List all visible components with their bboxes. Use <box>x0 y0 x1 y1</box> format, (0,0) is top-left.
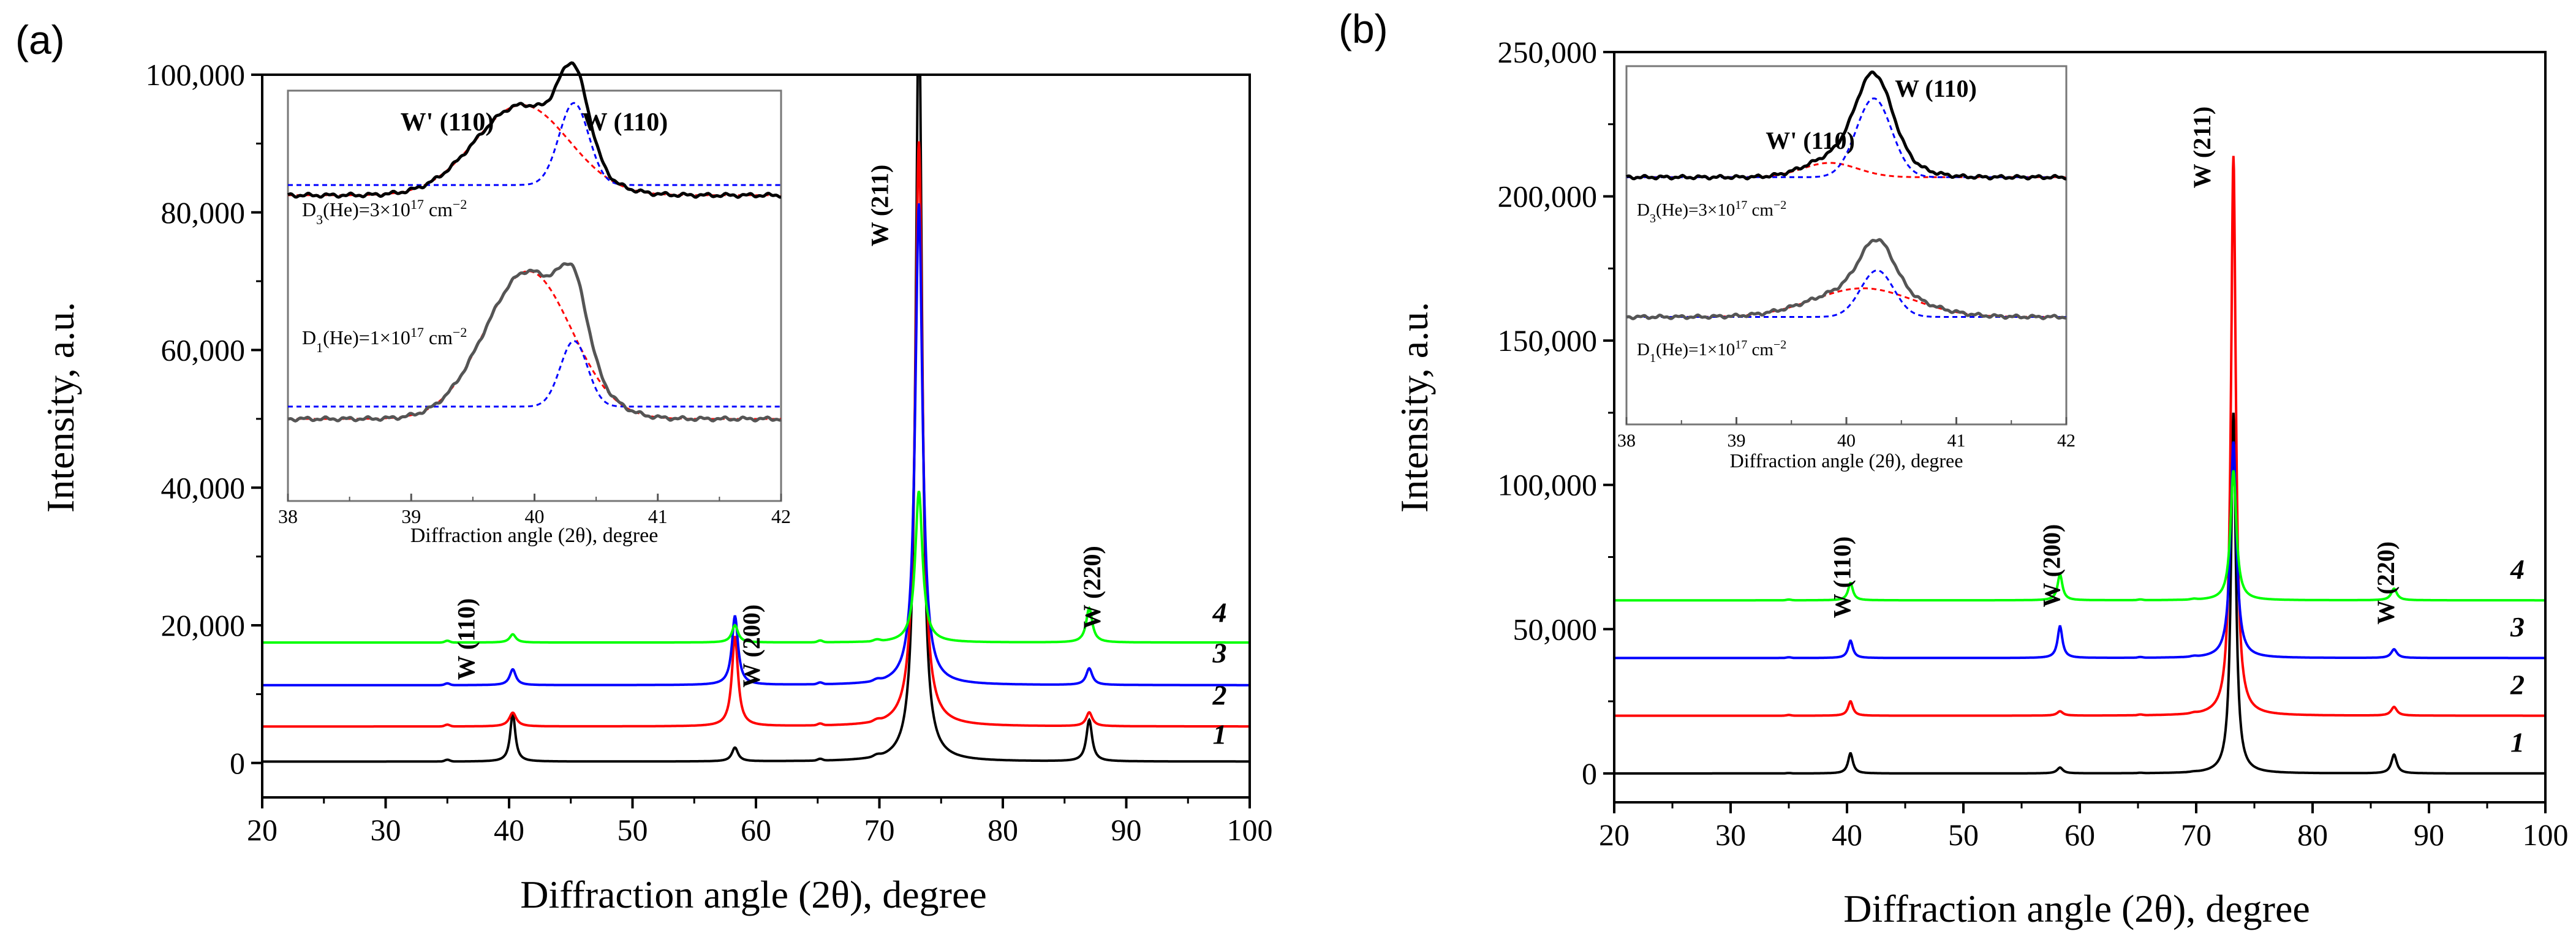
series-2-line <box>1614 156 2545 717</box>
inset-x-axis-label: Diffraction angle (2θ), degree <box>1730 450 1963 472</box>
series-1-line <box>1614 412 2545 775</box>
x-tick-label: 80 <box>988 813 1018 847</box>
inset-x-tick-label: 40 <box>525 505 545 527</box>
series-3-line <box>262 203 1250 687</box>
inset-x-tick-label: 39 <box>401 505 421 527</box>
inset-x-tick-label: 39 <box>1728 431 1746 451</box>
y-tick-label: 250,000 <box>1498 35 1598 69</box>
inset-x-tick-label: 40 <box>1837 431 1856 451</box>
inset-chart: 38 39 40 41 42 W' (110) W (110) D3(He)=3×101… <box>278 61 791 547</box>
x-tick-label: 90 <box>1111 813 1142 847</box>
series-number-label: 3 <box>2510 611 2525 642</box>
inset-measured-curve <box>287 262 782 423</box>
y-tick-label: 100,000 <box>146 58 246 92</box>
inset-fit-blue-curve <box>288 102 781 186</box>
x-tick-label: 80 <box>2297 818 2328 852</box>
x-tick-label: 20 <box>1599 818 1630 852</box>
inset-measured-curve <box>1626 238 2067 321</box>
x-tick-label: 40 <box>494 813 524 847</box>
peak-label: W (220) <box>1078 546 1106 629</box>
inset-title-red: W' (110) <box>1766 127 1855 154</box>
panel-label: (a) <box>15 17 65 62</box>
y-tick-label: 80,000 <box>161 195 246 230</box>
x-tick-label: 100 <box>2523 818 2569 852</box>
peak-label: W (211) <box>866 165 894 247</box>
peak-label: W (220) <box>2372 541 2400 625</box>
series-number-label: 1 <box>2510 727 2525 758</box>
inset-x-tick-label: 38 <box>278 505 298 527</box>
x-tick-label: 70 <box>2181 818 2212 852</box>
inset-x-tick-label: 38 <box>1617 431 1636 451</box>
x-axis-label: Diffraction angle (2θ), degree <box>1843 887 2310 930</box>
y-tick-label: 150,000 <box>1498 323 1598 358</box>
inset-measured-curve <box>1626 70 2066 181</box>
inset-measured-curve <box>287 61 781 199</box>
y-tick-label: 20,000 <box>161 608 246 642</box>
x-tick-label: 60 <box>2064 818 2095 852</box>
y-tick-label: 0 <box>230 746 245 780</box>
series-number-label: 4 <box>2510 554 2525 585</box>
y-axis-label: Intensity, a.u. <box>39 302 82 513</box>
inset-chart: 38 39 40 41 42 W (110) W' (110) D3(He)=3×101… <box>1617 65 2076 472</box>
y-tick-label: 60,000 <box>161 333 246 367</box>
series-number-label: 4 <box>1212 597 1227 628</box>
y-tick-label: 200,000 <box>1498 179 1598 214</box>
x-tick-label: 70 <box>864 813 895 847</box>
inset-title-blue: W (110) <box>1895 75 1977 102</box>
x-tick-label: 60 <box>741 813 771 847</box>
series-number-label: 3 <box>1212 638 1227 669</box>
series-number-label: 2 <box>1212 679 1227 710</box>
inset-frame <box>287 89 782 502</box>
inset-fit-blue-curve <box>288 340 781 408</box>
peak-label: W (110) <box>453 598 480 680</box>
y-tick-label: 40,000 <box>161 470 246 505</box>
plot-area: 20 30 40 50 60 70 80 90 100 0 50,000 100,000 150,000… <box>1498 35 2569 852</box>
peak-label: W (211) <box>2188 107 2216 189</box>
x-tick-label: 30 <box>1715 818 1746 852</box>
x-tick-label: 100 <box>1227 813 1273 847</box>
inset-frame <box>1625 65 2068 426</box>
peak-label: W (200) <box>738 604 765 688</box>
inset-x-axis-label: Diffraction angle (2θ), degree <box>410 524 659 547</box>
y-tick-label: 50,000 <box>1513 612 1598 646</box>
series-1-line <box>262 75 1250 763</box>
inset-title-red: W' (110) <box>401 108 494 137</box>
series-3-line <box>1614 441 2545 660</box>
panel-b: (b) Intensity, a.u. Diffraction angle (2… <box>1339 6 2569 930</box>
x-tick-label: 40 <box>1832 818 1862 852</box>
series-number-label: 1 <box>1213 718 1227 750</box>
y-axis-label: Intensity, a.u. <box>1392 302 1436 513</box>
series-2-line <box>262 141 1250 728</box>
panel-a: (a) Intensity, a.u. Diffraction angle (2… <box>15 17 1273 916</box>
plot-area: 20 30 40 50 60 70 80 90 100 0 20,000 40,000 60,000 80… <box>146 58 1273 847</box>
peak-label: W (110) <box>1829 537 1856 619</box>
x-axis-label: Diffraction angle (2θ), degree <box>520 873 987 916</box>
inset-x-tick-label: 41 <box>1947 431 1966 451</box>
x-tick-label: 20 <box>247 813 278 847</box>
y-tick-label: 100,000 <box>1498 468 1598 502</box>
series-4-line <box>1614 470 2545 602</box>
inset-title-blue: W (110) <box>582 108 668 137</box>
inset-x-tick-label: 41 <box>648 505 668 527</box>
panel-label: (b) <box>1339 6 1388 51</box>
x-tick-label: 50 <box>618 813 648 847</box>
x-tick-label: 90 <box>2414 818 2444 852</box>
peak-label: W (200) <box>2038 524 2066 608</box>
series-number-label: 2 <box>2510 669 2525 700</box>
x-tick-label: 30 <box>371 813 401 847</box>
inset-x-tick-label: 42 <box>771 505 791 527</box>
series-4-line <box>262 491 1250 644</box>
x-tick-label: 50 <box>1948 818 1979 852</box>
y-tick-label: 0 <box>1582 756 1597 791</box>
inset-x-tick-label: 42 <box>2057 431 2076 451</box>
